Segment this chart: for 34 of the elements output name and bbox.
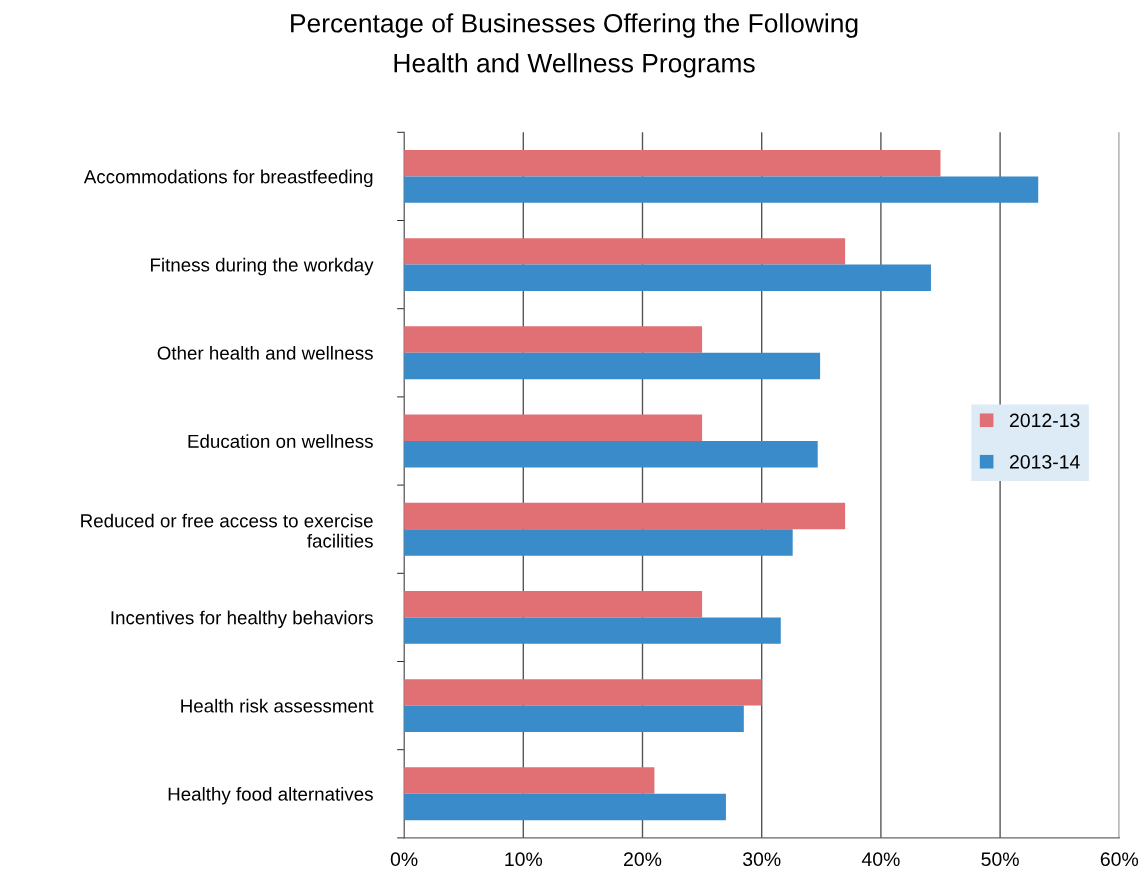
bar: [404, 502, 846, 530]
y-tick-label: Incentives for healthy behaviors: [111, 610, 373, 629]
y-tick-label: Reduced or free access to exercise facilities: [81, 513, 373, 548]
y-tick-label: Other health and wellness: [157, 346, 373, 360]
bar: [404, 705, 744, 733]
y-tick-label: Healthy food alternatives: [168, 787, 373, 805]
x-tick-label: 20%: [624, 852, 662, 867]
chart-title: Percentage of Businesses Offering the Following Health and Wellness Programs: [291, 13, 858, 78]
bar: [404, 767, 655, 794]
bar: [404, 326, 703, 353]
bar: [404, 617, 781, 644]
bar: [404, 176, 1039, 203]
x-tick-label: 30%: [742, 852, 781, 867]
bar: [404, 793, 726, 821]
legend-label: 2013-14: [1009, 454, 1080, 469]
bar: [404, 149, 941, 177]
y-tick-label: Fitness during the workday: [151, 257, 374, 276]
bar: [404, 264, 931, 292]
x-tick-label: 0%: [390, 852, 418, 867]
y-tick-label: Education on wellness: [188, 434, 373, 448]
y-tick-label: Health risk assessment: [181, 698, 374, 713]
bar: [404, 529, 793, 556]
bar: [404, 590, 703, 618]
legend-label: 2012-13: [1009, 413, 1080, 428]
x-tick-label: 10%: [505, 852, 543, 867]
x-tick-label: 50%: [981, 852, 1019, 867]
y-tick-label: Accommodations for breastfeeding: [83, 169, 373, 188]
bar: [404, 352, 821, 380]
bar: [404, 238, 846, 265]
bar: [404, 679, 762, 706]
x-tick-label: 60%: [1100, 852, 1139, 867]
bar: [404, 441, 818, 468]
bar: [404, 414, 703, 441]
x-tick-label: 40%: [861, 852, 900, 867]
